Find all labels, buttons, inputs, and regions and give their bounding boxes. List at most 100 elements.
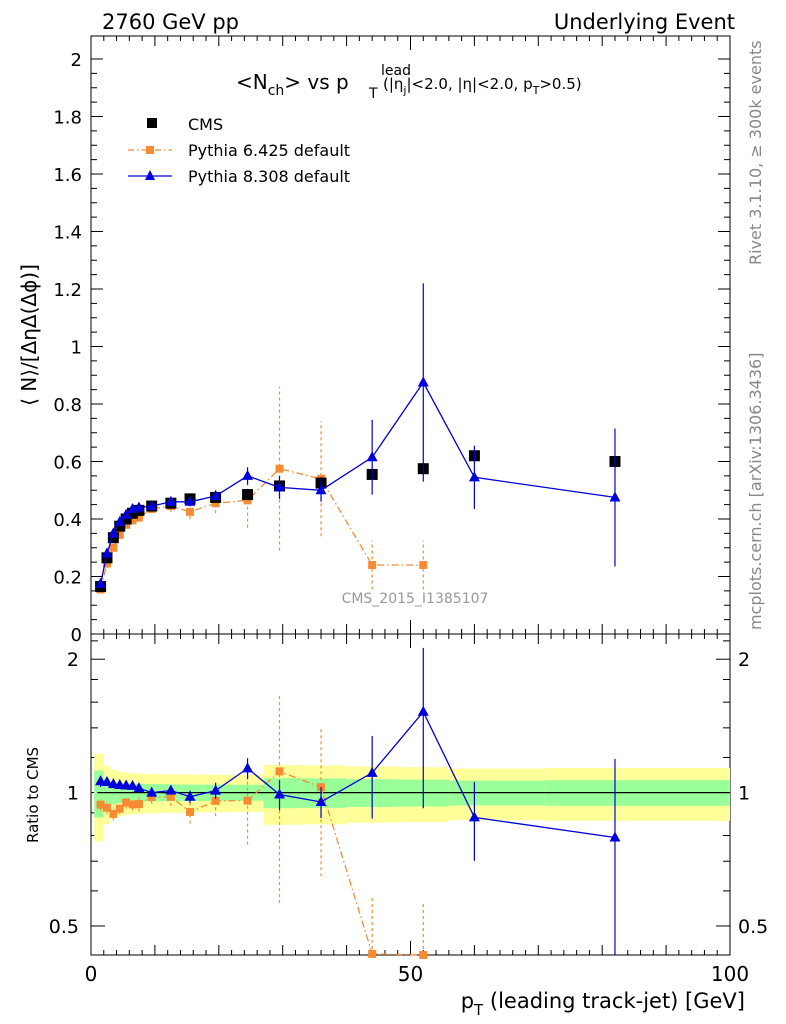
data-point-pythia6 [419,951,428,959]
data-point-pythia6 [186,807,195,816]
mcplots-reference-label: mcplots.cern.ch [arXiv:1306.3436] [746,353,765,630]
data-point-pythia8 [366,766,378,777]
ratio-band-inner [94,770,104,818]
data-point-pythia6 [96,800,105,809]
ratio-y-tick-label-right: 2 [738,649,750,671]
y-tick-label: 0.6 [53,453,82,474]
data-point-pythia8 [101,547,113,558]
y-tick-label: 1.6 [53,165,82,186]
title-cut-j: j [402,84,406,97]
y-tick-label: 1 [71,338,82,359]
data-point-cms [114,520,126,532]
data-point-pythia8 [146,786,158,797]
title-cuts: (|ηj|<2.0, |η|<2.0, pT>0.5) [383,75,582,97]
data-point-pythia8 [274,788,286,799]
data-point-pythia6 [243,796,252,805]
data-point-pythia8 [417,705,429,716]
data-point-pythia8 [184,790,196,801]
title-sub-ch: ch [268,83,285,99]
data-point-pythia6 [122,520,131,529]
legend-marker-pythia6 [146,146,154,154]
data-point-pythia8 [120,508,132,519]
data-point-pythia8 [146,500,158,511]
x-axis-title-T: T [473,1001,484,1019]
data-point-pythia8 [315,795,327,806]
data-point-pythia6 [128,516,137,525]
title-cut-mid: |<2.0, |η|<2.0, p [406,75,532,93]
data-point-pythia8 [609,831,621,842]
plot-title: <Nch> vs p [236,70,349,99]
data-point-pythia6 [102,559,111,568]
legend-marker-cms [147,118,157,128]
x-tick-label: 100 [711,962,749,986]
title-sub-T: T [368,86,378,102]
y-tick-label: 0 [71,625,82,646]
data-point-pythia6 [186,507,195,516]
ratio-y-tick-label-right: 1 [738,783,750,805]
ratio-y-axis-title: Ratio to CMS [24,747,42,843]
x-tick-label: 50 [398,962,423,986]
y-tick-label: 0.4 [53,510,82,531]
analysis-watermark: CMS_2015_I1385107 [342,591,489,607]
data-point-pythia6 [166,792,175,801]
main-frame [90,35,731,635]
data-point-pythia8 [165,784,177,795]
ratio-y-tick-label-right: 0.5 [738,916,768,938]
ratio-y-tick-label-left: 1 [67,783,79,805]
data-point-pythia8 [133,782,145,793]
data-point-pythia8 [366,451,378,462]
data-point-pythia6 [275,464,284,473]
title-cut-open: (|η [383,75,403,93]
data-point-pythia8 [114,515,126,526]
y-tick-label: 1.2 [53,280,82,301]
y-tick-label: 1.4 [53,223,82,244]
y-tick-label: 0.8 [53,395,82,416]
data-point-cms [101,552,113,564]
data-point-pythia6 [368,561,377,569]
data-point-pythia8 [210,490,222,500]
data-point-pythia6 [419,561,428,569]
data-point-pythia8 [417,376,429,387]
data-point-pythia8 [133,501,145,512]
data-point-pythia8 [107,527,119,538]
x-tick-label: 0 [85,962,98,986]
y-tick-label: 1.8 [53,108,82,129]
y-tick-label: 2 [71,50,82,71]
legend-marker-pythia8 [145,170,155,180]
data-point-pythia8 [165,495,177,506]
data-point-pythia8 [315,484,327,495]
title-sup-lead: lead [381,63,411,79]
data-point-pythia6 [115,530,124,539]
data-point-pythia8 [242,762,254,773]
data-point-cms [107,532,119,544]
title-mid: > vs p [284,70,348,94]
title-cut-end: >0.5) [539,75,581,93]
data-point-pythia6 [211,499,220,508]
data-point-pythia6 [102,803,111,812]
data-point-pythia6 [134,800,143,809]
data-point-pythia6 [109,543,118,552]
legend-label-pythia8: Pythia 8.308 default [188,167,350,186]
legend-label-pythia6: Pythia 6.425 default [188,141,350,160]
data-point-pythia6 [109,809,118,818]
data-point-pythia8 [95,577,107,588]
y-tick-label: 0.2 [53,568,82,589]
data-point-pythia8 [127,779,139,790]
data-point-cms [120,513,132,525]
ratio-y-tick-label-left: 2 [67,649,79,671]
rivet-version-label: Rivet 3.1.10, ≥ 300k events [746,40,765,265]
data-point-pythia6 [368,949,377,958]
data-point-pythia6 [134,513,143,522]
data-point-pythia6 [128,800,137,809]
data-point-pythia6 [115,804,124,813]
legend-label-cms: CMS [188,115,223,134]
data-point-pythia6 [243,496,252,505]
data-point-cms [127,507,139,519]
ratio-y-tick-label-left: 0.5 [49,916,79,938]
data-point-pythia8 [468,471,480,482]
data-point-pythia8 [242,469,254,480]
data-point-pythia8 [468,811,480,822]
data-point-pythia8 [184,495,196,506]
main-panel: 0 0.2 0.4 0.6 0.8 1 1.2 1.4 1.6 1.8 2 [53,35,731,646]
